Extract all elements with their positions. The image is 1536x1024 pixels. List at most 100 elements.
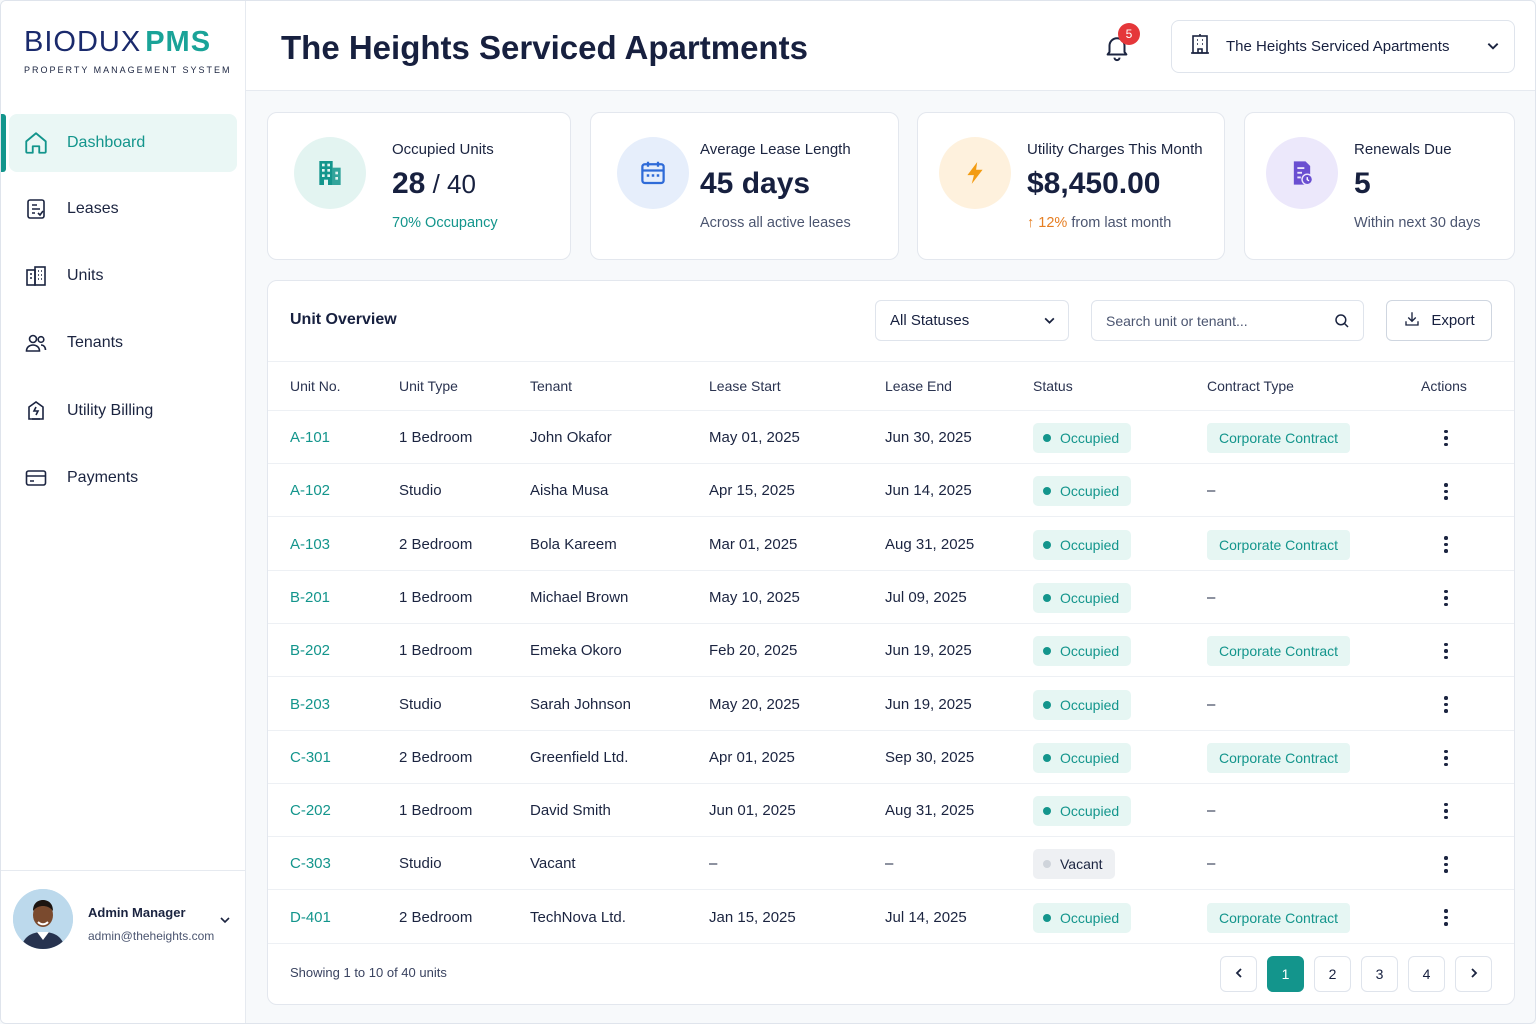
contract-type-cell: – [1207, 588, 1216, 606]
lease-start-cell: Apr 15, 2025 [709, 482, 795, 500]
column-header-unit-type[interactable]: Unit Type [399, 378, 458, 394]
column-header-tenant[interactable]: Tenant [530, 378, 573, 394]
property-selector-label: The Heights Serviced Apartments [1226, 38, 1450, 55]
table-row[interactable]: C-303 Studio Vacant – – Vacant – [268, 837, 1514, 891]
unit-number-link[interactable]: A-102 [290, 482, 331, 500]
table-row[interactable]: A-101 1 Bedroom John Okafor May 01, 2025 Jun… [268, 411, 1514, 464]
more-actions-icon[interactable] [1436, 424, 1456, 452]
chevron-right-icon [1468, 966, 1480, 982]
more-actions-icon[interactable] [1436, 637, 1456, 665]
pagination-page-3[interactable]: 3 [1361, 956, 1398, 992]
table-row[interactable]: A-102 Studio Aisha Musa Apr 15, 2025 Jun 14,… [268, 464, 1514, 518]
column-header-contract-type[interactable]: Contract Type [1207, 378, 1294, 394]
chevron-down-icon [1486, 39, 1500, 58]
stat-title: Average Lease Length [700, 141, 851, 158]
unit-number-link[interactable]: D-401 [290, 908, 331, 926]
pagination-prev-button[interactable] [1220, 956, 1257, 992]
lease-end-cell: Jun 14, 2025 [885, 482, 972, 500]
more-actions-icon[interactable] [1436, 797, 1456, 825]
more-actions-icon[interactable] [1436, 744, 1456, 772]
stat-card-occupied-units: Occupied Units 28 / 40 70% Occupancy [267, 112, 571, 260]
pagination-page-2[interactable]: 2 [1314, 956, 1351, 992]
tenant-cell: Emeka Okoro [530, 642, 622, 660]
pagination-page-4[interactable]: 4 [1408, 956, 1445, 992]
status-badge: Vacant [1033, 849, 1115, 880]
status-label: Occupied [1060, 909, 1120, 926]
sidebar-item-label: Utility Billing [67, 402, 154, 419]
pagination-page-1[interactable]: 1 [1267, 956, 1304, 992]
table-row[interactable]: A-103 2 Bedroom Bola Kareem Mar 01, 2025 Aug… [268, 518, 1514, 571]
sidebar-item-dashboard[interactable]: Dashboard [1, 114, 237, 172]
contract-type-badge: Corporate Contract [1207, 423, 1351, 453]
export-button[interactable]: Export [1386, 300, 1492, 341]
unit-number-link[interactable]: B-203 [290, 695, 331, 713]
brand-accent: PMS [145, 26, 212, 58]
unit-number-link[interactable]: C-303 [290, 855, 331, 873]
user-profile[interactable]: Admin Manager admin@theheights.com [1, 870, 246, 1023]
tenant-cell: Bola Kareem [530, 535, 617, 553]
tenant-cell: David Smith [530, 802, 611, 820]
table-row[interactable]: B-201 1 Bedroom Michael Brown May 10, 2025 J… [268, 571, 1514, 624]
status-label: Occupied [1060, 803, 1120, 820]
table-row[interactable]: D-401 2 Bedroom TechNova Ltd. Jan 15, 2025 J… [268, 891, 1514, 944]
unit-number-link[interactable]: A-103 [290, 535, 331, 553]
contract-type-badge: Corporate Contract [1207, 529, 1351, 560]
lease-end-cell: Jun 19, 2025 [885, 695, 972, 713]
table-row[interactable]: C-202 1 Bedroom David Smith Jun 01, 2025 Aug… [268, 784, 1514, 838]
status-filter-dropdown[interactable]: All Statuses [875, 300, 1069, 341]
unit-number-link[interactable]: B-201 [290, 588, 331, 606]
search-icon[interactable] [1333, 312, 1351, 335]
contract-type-cell: – [1207, 802, 1216, 820]
sidebar-item-leases[interactable]: Leases [9, 180, 237, 238]
unit-type-cell: 2 Bedroom [399, 908, 473, 926]
lease-end-cell: Jul 09, 2025 [885, 588, 967, 606]
search-input[interactable] [1092, 301, 1322, 340]
stat-value: $8,450.00 [1027, 167, 1161, 200]
more-actions-icon[interactable] [1436, 477, 1456, 505]
lease-start-cell: Mar 01, 2025 [709, 535, 798, 553]
more-actions-icon[interactable] [1436, 584, 1456, 612]
lease-end-cell: Sep 30, 2025 [885, 748, 975, 766]
more-actions-icon[interactable] [1436, 904, 1456, 932]
stat-title: Utility Charges This Month [1027, 141, 1203, 158]
pagination-next-button[interactable] [1455, 956, 1492, 992]
page-title: The Heights Serviced Apartments [281, 29, 808, 66]
unit-type-cell: Studio [399, 695, 442, 713]
more-actions-icon[interactable] [1436, 691, 1456, 719]
table-row[interactable]: C-301 2 Bedroom Greenfield Ltd. Apr 01, 202… [268, 731, 1514, 784]
unit-number-link[interactable]: A-101 [290, 429, 331, 446]
more-actions-icon[interactable] [1436, 850, 1456, 878]
lease-start-cell: May 01, 2025 [709, 429, 800, 446]
sidebar-item-units[interactable]: Units [9, 247, 237, 305]
unit-number-link[interactable]: C-202 [290, 802, 331, 820]
utility-bill-icon [23, 398, 49, 424]
status-dot [1043, 807, 1051, 816]
chevron-down-icon[interactable] [219, 913, 231, 931]
sidebar-item-payments[interactable]: Payments [9, 449, 237, 507]
more-actions-icon[interactable] [1436, 531, 1456, 559]
tenant-cell: John Okafor [530, 429, 612, 446]
avatar [13, 889, 73, 949]
status-dot [1043, 434, 1051, 442]
sidebar-item-utility-billing[interactable]: Utility Billing [9, 382, 237, 440]
stat-title: Renewals Due [1354, 141, 1452, 158]
status-label: Vacant [1060, 856, 1103, 873]
unit-type-cell: 1 Bedroom [399, 802, 473, 820]
sidebar-item-tenants[interactable]: Tenants [9, 314, 237, 372]
lease-start-cell: Jan 15, 2025 [709, 908, 796, 926]
table-row[interactable]: B-202 1 Bedroom Emeka Okoro Feb 20, 2025 Jun… [268, 624, 1514, 678]
occupied-count: 28 [392, 167, 426, 200]
property-selector[interactable]: The Heights Serviced Apartments [1171, 20, 1515, 73]
contract-type-cell: – [1207, 482, 1216, 500]
unit-number-link[interactable]: B-202 [290, 642, 331, 660]
column-header-status[interactable]: Status [1033, 378, 1073, 394]
column-header-lease-start[interactable]: Lease Start [709, 378, 781, 394]
tenant-cell: Vacant [530, 855, 576, 873]
table-row[interactable]: B-203 Studio Sarah Johnson May 20, 2025 Jun … [268, 678, 1514, 731]
column-header-lease-end[interactable]: Lease End [885, 378, 952, 394]
notification-badge: 5 [1118, 23, 1140, 45]
column-header-unit[interactable]: Unit No. [290, 378, 341, 394]
status-badge: Occupied [1033, 796, 1132, 827]
contract-type-badge: Corporate Contract [1207, 902, 1351, 933]
unit-number-link[interactable]: C-301 [290, 748, 331, 766]
